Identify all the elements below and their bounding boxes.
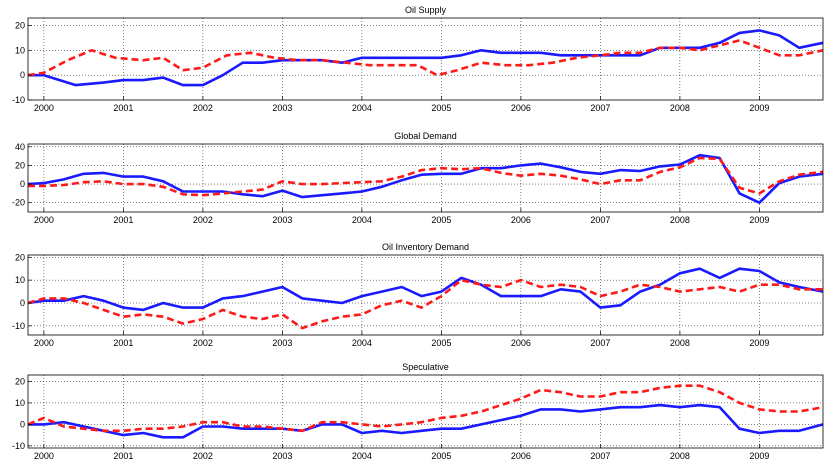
x-tick-label: 2002 <box>193 451 213 461</box>
x-tick-label: 2003 <box>272 451 292 461</box>
axis-frame <box>27 143 824 213</box>
panel-title: Global Demand <box>394 131 457 141</box>
x-tick-label: 2005 <box>431 103 451 113</box>
x-tick-label: 2002 <box>193 103 213 113</box>
x-tick-label: 2005 <box>431 338 451 348</box>
y-tick-label: 10 <box>15 398 25 408</box>
x-tick-label: 2004 <box>352 451 372 461</box>
panel-3: Oil Inventory Demand -10 0 10 20 2000 2001 2002… <box>12 242 824 348</box>
x-tick-label: 2002 <box>193 338 213 348</box>
series-line-2 <box>27 384 824 433</box>
x-tick-label: 2003 <box>272 338 292 348</box>
y-tick-label: -20 <box>12 198 25 208</box>
x-tick-label: 2008 <box>670 215 690 225</box>
series-line-2 <box>27 278 823 330</box>
y-tick-label: 20 <box>15 20 25 30</box>
y-tick-label: 20 <box>15 252 25 262</box>
y-tick-label: -10 <box>12 441 25 451</box>
series-line-1 <box>27 153 824 204</box>
x-tick-label: 2003 <box>272 215 292 225</box>
x-tick-label: 2004 <box>352 338 372 348</box>
y-tick-label: 20 <box>15 376 25 386</box>
x-tick-label: 2008 <box>670 338 690 348</box>
x-tick-label: 2006 <box>511 103 531 113</box>
x-tick-label: 2009 <box>749 103 769 113</box>
x-tick-label: 2004 <box>352 103 372 113</box>
x-tick-label: 2009 <box>749 338 769 348</box>
x-tick-label: 2005 <box>431 451 451 461</box>
x-tick-label: 2006 <box>511 215 531 225</box>
y-tick-label: 10 <box>15 275 25 285</box>
panel-title: Speculative <box>402 362 449 372</box>
x-tick-label: 2000 <box>34 103 54 113</box>
y-tick-label: 20 <box>15 160 25 170</box>
axis-frame <box>27 254 824 336</box>
axis-frame <box>27 374 824 449</box>
x-tick-label: 2000 <box>34 338 54 348</box>
x-tick-label: 2005 <box>431 215 451 225</box>
x-tick-label: 2003 <box>272 103 292 113</box>
y-tick-label: 40 <box>15 142 25 152</box>
x-tick-label: 2008 <box>670 451 690 461</box>
x-tick-label: 2007 <box>590 451 610 461</box>
panel-4: Speculative -10 0 10 20 2000 2001 2002 2003 2004 2… <box>12 362 824 461</box>
x-tick-label: 2007 <box>590 215 610 225</box>
panel-2: Global Demand -20 0 20 40 2000 2001 2002 2003 200… <box>12 131 824 225</box>
x-tick-label: 2001 <box>113 215 133 225</box>
x-tick-label: 2002 <box>193 215 213 225</box>
y-tick-label: -10 <box>12 95 25 105</box>
x-tick-label: 2006 <box>511 451 531 461</box>
y-tick-label: 0 <box>20 179 25 189</box>
panel-title: Oil Supply <box>405 5 447 15</box>
y-tick-label: -10 <box>12 321 25 331</box>
x-tick-label: 2004 <box>352 215 372 225</box>
x-tick-label: 2009 <box>749 215 769 225</box>
y-tick-label: 0 <box>20 298 25 308</box>
x-tick-label: 2009 <box>749 451 769 461</box>
series-line-1 <box>27 267 824 312</box>
series-line-1 <box>28 29 824 87</box>
panel-1: Oil Supply -10 0 10 20 2000 2001 2002 2003 2004 20… <box>12 5 824 113</box>
x-tick-label: 2000 <box>34 451 54 461</box>
x-tick-label: 2007 <box>590 338 610 348</box>
y-tick-label: 0 <box>20 70 25 80</box>
y-tick-label: 0 <box>20 419 25 429</box>
x-tick-label: 2008 <box>670 103 690 113</box>
x-tick-label: 2001 <box>113 338 133 348</box>
axis-frame <box>27 17 824 101</box>
x-tick-label: 2001 <box>113 103 133 113</box>
x-tick-label: 2007 <box>590 103 610 113</box>
panel-title: Oil Inventory Demand <box>382 242 469 252</box>
x-tick-label: 2001 <box>113 451 133 461</box>
series-line-2 <box>28 156 824 197</box>
x-tick-label: 2006 <box>511 338 531 348</box>
y-tick-label: 10 <box>15 45 25 55</box>
series-line-1 <box>28 403 824 439</box>
x-tick-label: 2000 <box>34 215 54 225</box>
